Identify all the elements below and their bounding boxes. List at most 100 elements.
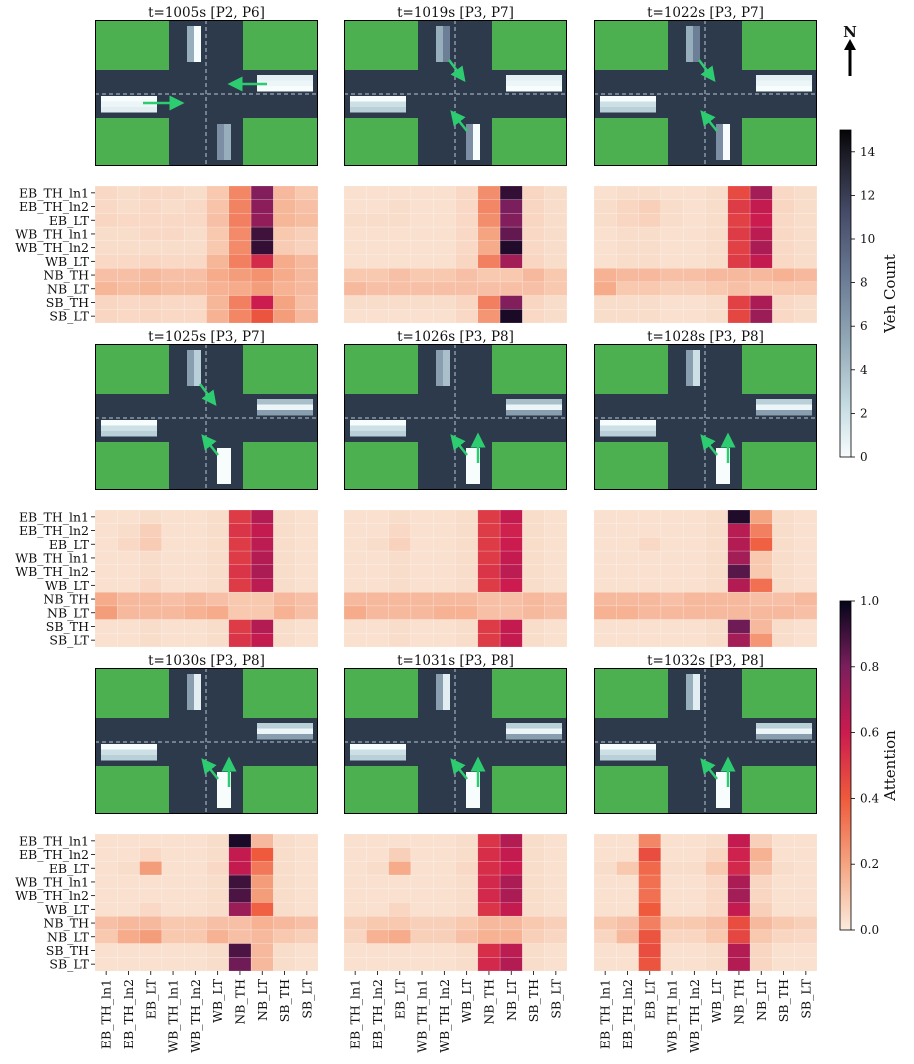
heatmap-cell [228, 254, 252, 269]
heatmap-cell [794, 213, 818, 228]
row-tick-label: SB_LT [49, 957, 89, 972]
heatmap-cell [295, 226, 319, 242]
heatmap-cell [183, 619, 207, 634]
heatmap-cell [522, 185, 545, 200]
heatmap-cell [616, 833, 639, 848]
row-tick-label: NB_TH [43, 916, 89, 931]
queue-sb-th-7 [443, 674, 450, 710]
heatmap-cell [432, 295, 456, 310]
heatmap-cell [522, 915, 545, 931]
heatmap-3 [593, 185, 818, 324]
heatmap-cell [772, 591, 795, 607]
col-tick-label: SB_LT [798, 978, 813, 1018]
heatmap-cell [660, 943, 684, 958]
heatmap-cell [522, 929, 545, 944]
heatmap-cell [161, 267, 185, 283]
col-tick-label: EB_LT [392, 978, 407, 1019]
queue-wb-th-ln2-2 [756, 75, 812, 81]
heatmap-cell [727, 309, 751, 324]
heatmap-cell [727, 605, 751, 620]
heatmap-cell [749, 509, 773, 524]
heatmap-cell [273, 833, 296, 848]
heatmap-cell [388, 254, 412, 269]
heatmap-cell [388, 295, 412, 310]
col-tick-label: EB_LT [143, 978, 158, 1019]
heatmap-cell [94, 309, 118, 324]
heatmap-cell [499, 240, 523, 255]
heatmap-cell [228, 888, 252, 903]
heatmap-cell [432, 564, 456, 579]
heatmap-cell [499, 915, 523, 931]
heatmap-cell [455, 929, 479, 944]
heatmap-cell [593, 888, 617, 903]
heatmap-cell [593, 591, 617, 607]
col-tick-label: EB_TH_ln2 [121, 979, 136, 1049]
heatmap-cell [366, 915, 389, 931]
heatmap-cell [206, 861, 230, 876]
heatmap-cell [273, 578, 296, 593]
col-tick-label: WB_TH_ln2 [687, 979, 702, 1053]
heatmap-cell [250, 847, 274, 862]
heatmap-cell [117, 523, 140, 538]
heatmap-cell [455, 619, 479, 634]
grass-se [492, 766, 567, 814]
heatmap-cell [638, 633, 662, 648]
heatmap-cell [206, 943, 230, 958]
heatmap-cell [638, 550, 662, 566]
heatmap-cell [273, 943, 296, 958]
heatmap-cell [343, 537, 367, 552]
heatmap-cell [343, 550, 367, 566]
row-tick-label: EB_TH_ln2 [19, 847, 89, 862]
heatmap-cell [749, 564, 773, 579]
heatmap-cell [638, 874, 662, 890]
col-tick-label: WB_TH_ln1 [665, 979, 680, 1053]
queue-wb-th-ln1-8 [756, 728, 812, 734]
heatmap-cell [432, 888, 456, 903]
movement-arrow-sb-lt [698, 59, 716, 82]
heatmap-cell [161, 281, 185, 296]
heatmap-cell [183, 929, 207, 944]
heatmap-cell [161, 509, 185, 524]
queue-eb-lt-7 [350, 744, 406, 750]
heatmap-cell [295, 564, 319, 579]
panel-3 [594, 20, 817, 166]
heatmap-cell [388, 633, 412, 648]
heatmap-cell [544, 605, 568, 620]
att-colorbar-tick-label: 0.6 [860, 726, 879, 740]
heatmap-cell [388, 874, 412, 890]
heatmap-cell [94, 199, 118, 214]
heatmap-cell [183, 550, 207, 566]
queue-eb-th-ln2-6 [101, 755, 157, 761]
heatmap-cell [544, 633, 568, 648]
heatmap-cell [522, 861, 545, 876]
heatmap-cell [410, 537, 434, 552]
heatmap-cell [727, 929, 751, 944]
heatmap-cell [682, 213, 706, 228]
row-tick-label: EB_LT [49, 213, 90, 228]
heatmap-cell [638, 605, 662, 620]
heatmap-cell [206, 833, 230, 848]
heatmap-cell [477, 309, 501, 324]
heatmap-cell [273, 213, 296, 228]
heatmap-cell [705, 267, 729, 283]
heatmap-cell [250, 874, 274, 890]
col-tick-label: SB_TH [526, 979, 541, 1022]
heatmap-cell [749, 915, 773, 931]
heatmap-cell [139, 902, 163, 917]
heatmap-cell [432, 874, 456, 890]
heatmap-cell [139, 619, 163, 634]
grass-se [492, 442, 567, 490]
row-tick-label: EB_LT [49, 861, 90, 876]
heatmap-cell [477, 957, 501, 972]
heatmap-cell [616, 254, 639, 269]
heatmap-cell [295, 929, 319, 944]
queue-eb-th-ln2-5 [600, 431, 656, 437]
heatmap-cell [544, 564, 568, 579]
row-tick-label: EB_TH_ln1 [19, 185, 89, 200]
queue-wb-th-ln1-3 [257, 404, 313, 410]
queue-nb-lt-7 [466, 772, 473, 808]
heatmap-cell [161, 213, 185, 228]
queue-nb-th-4 [473, 448, 480, 484]
heatmap-cell [295, 915, 319, 931]
heatmap-cell [638, 267, 662, 283]
